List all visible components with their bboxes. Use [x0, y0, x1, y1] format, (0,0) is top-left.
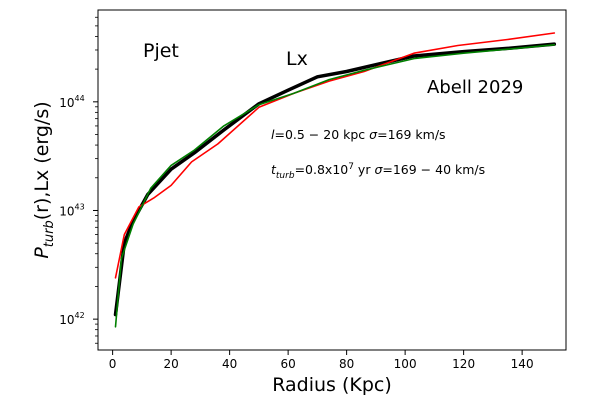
- x-axis-label: Radius (Kpc): [272, 374, 392, 396]
- annotation-line2-sigma: σ: [374, 162, 383, 177]
- annotation-line1-l: l: [271, 127, 275, 142]
- annotation-line2: tturb=0.8x107 yr σ=169 − 40 km/s: [271, 162, 485, 181]
- annotation-line1-sigma: σ: [369, 127, 378, 142]
- x-tick-label: 0: [109, 357, 117, 371]
- annotation-pjet: Pjet: [143, 40, 179, 62]
- annotation-line2-sup: 7: [348, 162, 354, 172]
- y-axis-ticks: 1042 1043 1044: [59, 16, 98, 344]
- annotation-line1-mid: =0.5 − 20 kpc: [274, 127, 369, 142]
- annotation-cluster: Abell 2029: [427, 77, 523, 98]
- y-tick-label: 1044: [59, 94, 84, 110]
- annotation-line2-post: =169 − 40 km/s: [382, 162, 485, 177]
- y-axis-label-rest: (r),Lx (erg/s): [31, 101, 53, 220]
- annotation-line2-mid: =0.8x10: [295, 162, 349, 177]
- annotation-line2-mid2: yr: [354, 162, 374, 177]
- annotation-line2-sub: turb: [276, 171, 295, 181]
- y-tick-label: 1043: [59, 202, 84, 218]
- x-tick-label: 40: [222, 357, 237, 371]
- y-axis-label: Pturb(r),Lx (erg/s): [31, 101, 57, 258]
- x-axis-ticks: 0 20 40 60 80 100 120 140: [109, 350, 534, 371]
- x-tick-label: 20: [163, 357, 178, 371]
- y-axis-label-sub: turb: [42, 220, 57, 247]
- annotation-lx: Lx: [286, 48, 308, 70]
- x-tick-label: 120: [452, 357, 475, 371]
- annotation-line2-t: t: [271, 162, 277, 177]
- x-tick-label: 80: [339, 357, 354, 371]
- x-tick-label: 60: [280, 357, 295, 371]
- annotation-line1-post: =169 km/s: [377, 127, 445, 142]
- x-tick-label: 140: [511, 357, 534, 371]
- x-tick-label: 100: [394, 357, 417, 371]
- series-layer: [113, 32, 557, 328]
- annotation-line1: l=0.5 − 20 kpc σ=169 km/s: [271, 127, 446, 142]
- y-tick-label: 1042: [59, 311, 84, 327]
- y-axis-label-main: P: [31, 247, 53, 259]
- plot-area: [97, 9, 567, 351]
- series-line-3: [114, 43, 556, 328]
